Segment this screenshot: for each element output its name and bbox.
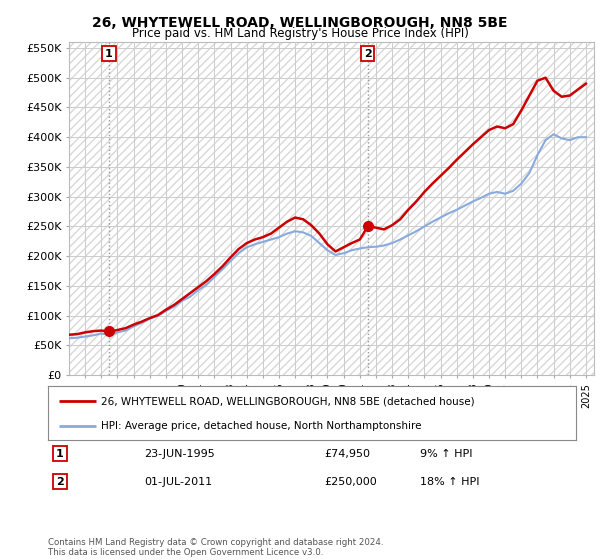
Text: 1: 1 <box>105 49 113 59</box>
Text: £250,000: £250,000 <box>324 477 377 487</box>
Text: 23-JUN-1995: 23-JUN-1995 <box>144 449 215 459</box>
Text: 1: 1 <box>56 449 64 459</box>
Text: £74,950: £74,950 <box>324 449 370 459</box>
Text: 26, WHYTEWELL ROAD, WELLINGBOROUGH, NN8 5BE (detached house): 26, WHYTEWELL ROAD, WELLINGBOROUGH, NN8 … <box>101 396 475 407</box>
Text: 26, WHYTEWELL ROAD, WELLINGBOROUGH, NN8 5BE: 26, WHYTEWELL ROAD, WELLINGBOROUGH, NN8 … <box>92 16 508 30</box>
Text: 2: 2 <box>56 477 64 487</box>
Text: 9% ↑ HPI: 9% ↑ HPI <box>420 449 473 459</box>
Text: 2: 2 <box>364 49 372 59</box>
Text: HPI: Average price, detached house, North Northamptonshire: HPI: Average price, detached house, Nort… <box>101 421 421 431</box>
Text: Price paid vs. HM Land Registry's House Price Index (HPI): Price paid vs. HM Land Registry's House … <box>131 27 469 40</box>
Text: 18% ↑ HPI: 18% ↑ HPI <box>420 477 479 487</box>
Text: Contains HM Land Registry data © Crown copyright and database right 2024.
This d: Contains HM Land Registry data © Crown c… <box>48 538 383 557</box>
Text: 01-JUL-2011: 01-JUL-2011 <box>144 477 212 487</box>
